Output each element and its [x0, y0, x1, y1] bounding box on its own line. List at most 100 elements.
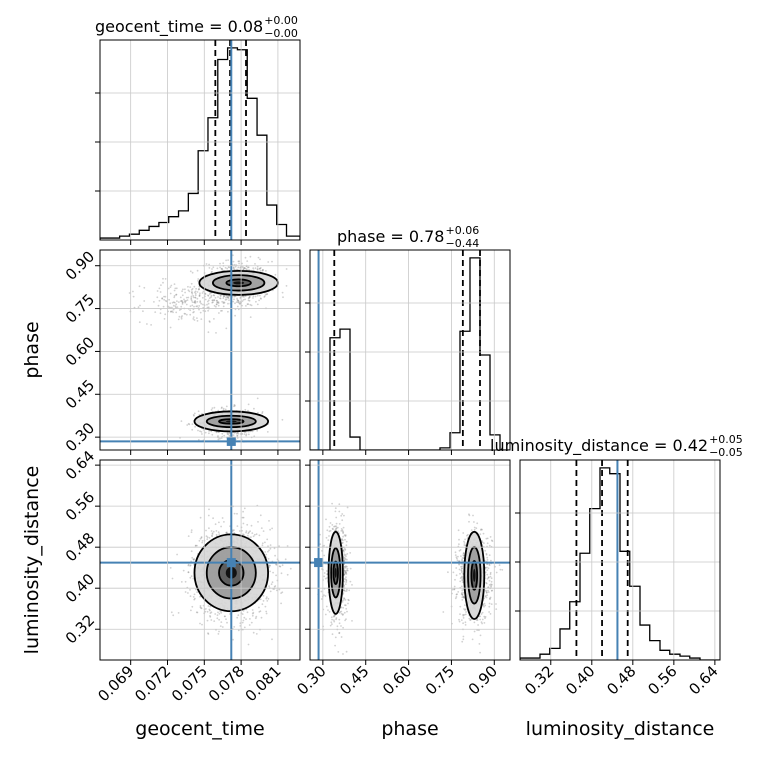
scatter-point: [463, 613, 466, 616]
scatter-point: [252, 297, 254, 299]
scatter-point: [333, 619, 335, 621]
scatter-point: [190, 529, 193, 531]
scatter-point: [189, 309, 192, 312]
scatter-point: [302, 522, 304, 524]
scatter-point: [286, 573, 289, 576]
scatter-point: [199, 537, 202, 540]
scatter-point: [252, 535, 255, 538]
scatter-point: [220, 407, 223, 409]
scatter-point: [486, 563, 489, 565]
scatter-point: [346, 588, 348, 591]
scatter-point: [250, 524, 253, 527]
scatter-point: [205, 529, 207, 532]
scatter-point: [132, 295, 135, 298]
scatter-point: [198, 295, 201, 297]
scatter-point: [244, 267, 247, 270]
scatter-point: [341, 541, 344, 544]
scatter-point: [488, 579, 491, 582]
scatter-point: [442, 611, 445, 613]
scatter-point: [498, 564, 501, 566]
scatter-point: [325, 518, 327, 521]
x-tick-label: 0.081: [242, 662, 285, 705]
scatter-point: [259, 294, 261, 297]
scatter-point: [351, 584, 353, 586]
scatter-point: [251, 430, 254, 433]
x-tick-label: 0.078: [205, 662, 248, 705]
scatter-point: [177, 612, 180, 614]
scatter-point: [197, 280, 199, 282]
scatter-point: [237, 301, 240, 303]
scatter-point: [193, 414, 195, 417]
scatter-point: [251, 532, 254, 534]
scatter-point: [202, 290, 205, 293]
scatter-point: [274, 585, 277, 587]
histogram-panel-phase: [310, 250, 510, 450]
scatter-point: [245, 531, 248, 534]
scatter-point: [490, 586, 492, 588]
scatter-point: [462, 617, 465, 619]
scatter-point: [344, 553, 347, 556]
scatter-point: [213, 299, 216, 301]
scatter-point: [250, 621, 253, 624]
scatter-point: [191, 292, 194, 295]
scatter-point: [182, 288, 184, 291]
scatter-point: [237, 299, 240, 302]
scatter-point: [180, 305, 183, 308]
y-axis-label-luminosity_distance: luminosity_distance: [21, 466, 43, 655]
scatter-point: [191, 271, 194, 274]
scatter-point: [246, 523, 249, 526]
scatter-point: [215, 530, 218, 532]
scatter-point: [461, 589, 464, 592]
scatter-point: [233, 263, 236, 266]
scatter-point: [235, 301, 238, 303]
scatter-point: [169, 286, 172, 288]
scatter-point: [345, 573, 348, 575]
scatter-point: [246, 260, 249, 262]
scatter-point: [242, 533, 244, 536]
scatter-point: [338, 631, 341, 634]
scatter-point: [239, 302, 242, 305]
scatter-point: [454, 551, 457, 554]
scatter-point: [342, 532, 344, 534]
scatter-point: [468, 520, 470, 523]
scatter-point: [346, 553, 349, 555]
scatter-point: [463, 540, 465, 543]
scatter-point: [484, 595, 487, 598]
scatter-point: [212, 517, 215, 520]
scatter-point: [345, 607, 348, 610]
scatter-point: [199, 301, 202, 304]
scatter-point: [343, 570, 346, 572]
scatter-point: [344, 548, 346, 550]
scatter-point: [210, 619, 213, 621]
scatter-point: [236, 434, 239, 437]
scatter-point: [226, 267, 229, 270]
scatter-point: [271, 260, 273, 263]
scatter-point: [190, 609, 192, 612]
scatter-point: [220, 267, 223, 270]
scatter-point: [264, 293, 267, 296]
scatter-point: [341, 519, 344, 522]
scatter-point: [205, 263, 208, 265]
scatter-point: [254, 617, 257, 620]
scatter-point: [344, 572, 347, 575]
scatter-point: [334, 636, 337, 639]
scatter-point: [200, 536, 203, 538]
scatter-point: [244, 298, 247, 301]
scatter-point: [217, 302, 220, 305]
scatter-point: [204, 431, 207, 434]
scatter-point: [472, 514, 474, 517]
scatter-point: [195, 588, 197, 591]
scatter-point: [488, 563, 491, 566]
grid-lines: [100, 250, 300, 450]
scatter-point: [266, 293, 269, 295]
scatter-point: [221, 300, 224, 303]
scatter-point: [465, 611, 467, 613]
scatter-point: [191, 301, 194, 303]
scatter-point: [207, 514, 210, 517]
scatter-point: [261, 544, 264, 547]
scatter-point: [187, 571, 190, 574]
scatter-point: [246, 534, 249, 537]
scatter-point: [262, 600, 265, 602]
scatter-point: [462, 596, 464, 598]
scatter-point: [349, 552, 352, 554]
